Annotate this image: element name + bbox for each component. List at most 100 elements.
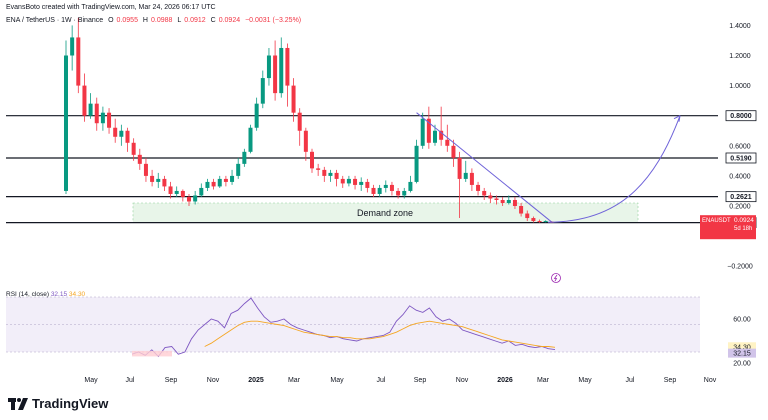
- candle-body: [236, 163, 241, 176]
- candle-body: [310, 151, 314, 169]
- candle-body: [279, 47, 284, 94]
- time-tick-label: Sep: [165, 377, 178, 384]
- candle-body: [242, 151, 247, 164]
- candle-body: [389, 184, 394, 191]
- rsi-oversold-fill: [132, 350, 172, 357]
- candle-body: [193, 195, 198, 202]
- candle-body: [100, 112, 105, 124]
- time-tick-label: May: [578, 377, 592, 384]
- candle-body: [525, 213, 530, 219]
- projection-arrow: [673, 115, 681, 122]
- projection-arc: [547, 115, 681, 223]
- close-label: C: [210, 17, 216, 24]
- time-tick-label: Nov: [704, 377, 717, 384]
- price-pane: Demand zone: [6, 17, 718, 283]
- candle-body: [205, 181, 210, 188]
- level-badge: [725, 110, 757, 122]
- level-label: 0.2621: [730, 194, 752, 201]
- candle-body: [156, 178, 161, 182]
- candle-body: [223, 178, 228, 182]
- candle-body: [494, 198, 499, 200]
- price-tick-label: 1.0000: [729, 83, 751, 90]
- candle-body: [506, 199, 511, 203]
- candle-body: [70, 37, 75, 56]
- candle-body: [377, 187, 382, 194]
- rsi-badge-label: 32.15: [733, 351, 751, 358]
- candle-body: [408, 181, 413, 191]
- candle-body: [353, 178, 358, 185]
- candle-body: [469, 172, 474, 185]
- tradingview-logo[interactable]: TradingView: [8, 396, 108, 411]
- high-label: H: [142, 17, 148, 24]
- lightning-glyph: [553, 274, 558, 282]
- candle-body: [383, 184, 388, 188]
- candle-body: [137, 154, 142, 164]
- candle-body: [414, 145, 419, 182]
- candle-body: [260, 78, 265, 104]
- candle-body: [297, 112, 302, 131]
- candle-body: [396, 190, 401, 196]
- candle-body: [143, 163, 148, 176]
- candle-body: [254, 103, 259, 128]
- candle-body: [125, 130, 130, 143]
- candle-body: [543, 221, 548, 223]
- candle-body: [531, 218, 536, 222]
- candle-body: [322, 169, 327, 176]
- candle-body: [433, 130, 437, 143]
- time-tick-label: Jul: [126, 377, 135, 384]
- open-value: 0.0955: [116, 17, 138, 24]
- time-tick-label: May: [84, 377, 98, 384]
- time-tick-label: Jul: [377, 377, 386, 384]
- level-label: 0.8000: [730, 113, 752, 120]
- candle-body: [519, 206, 524, 214]
- high-value: 0.0988: [150, 17, 173, 24]
- rsi-ma-badge-label: 34.30: [733, 344, 751, 351]
- candle-body: [217, 178, 222, 187]
- price-tick-label: 1.4000: [729, 23, 751, 30]
- candle-body: [248, 127, 253, 152]
- rsi-pane: [6, 296, 700, 358]
- candle-body: [113, 127, 118, 137]
- candle-body: [463, 172, 468, 179]
- rsi-badge: [728, 348, 756, 358]
- candle-body: [512, 199, 517, 206]
- current-price: 0.0924: [734, 217, 754, 224]
- rsi-tick-label: 20.00: [733, 361, 751, 368]
- candle-body: [371, 187, 376, 194]
- candle-body: [266, 55, 271, 79]
- rsi-ma-value: 34.30: [68, 291, 86, 298]
- candle-body: [180, 190, 185, 197]
- time-tick-label: May: [330, 377, 344, 384]
- time-tick-label: Jul: [626, 377, 635, 384]
- time-tick-label: Nov: [456, 377, 469, 384]
- candle-body: [340, 178, 345, 184]
- candle-body: [359, 181, 364, 185]
- tradingview-logo-icon: [8, 397, 28, 410]
- level-badge: [725, 191, 757, 203]
- candle-body: [316, 168, 321, 170]
- candle-body: [211, 181, 216, 187]
- axes: 1.4000 1.2000 1.0000 0.6000 0.4000 0.2000 −0.2…: [84, 23, 757, 384]
- rsi-band: [6, 297, 700, 352]
- current-countdown: 5d 18h: [734, 226, 752, 232]
- open-label: O: [108, 17, 114, 24]
- candle-body: [439, 130, 444, 140]
- rsi-line: [131, 297, 556, 358]
- candle-body: [119, 130, 124, 137]
- candle-body: [328, 172, 333, 176]
- candle-body: [451, 145, 456, 158]
- candle-body: [150, 175, 155, 182]
- change-value: −0.0031 (−3.25%): [245, 17, 302, 24]
- candle-body: [291, 85, 296, 113]
- candle-body: [199, 187, 204, 196]
- candle-body: [64, 55, 68, 191]
- rsi-value: 32.15: [50, 291, 68, 298]
- low-value: 0.0912: [184, 17, 206, 24]
- candle-body: [482, 190, 487, 196]
- logo-text: TradingView: [32, 396, 109, 411]
- candle-body: [76, 37, 81, 86]
- time-tick-label: 2025: [248, 377, 264, 384]
- rsi-ma-line: [204, 320, 556, 348]
- candle-body: [107, 112, 112, 128]
- price-tick-label: 0.6000: [729, 143, 751, 150]
